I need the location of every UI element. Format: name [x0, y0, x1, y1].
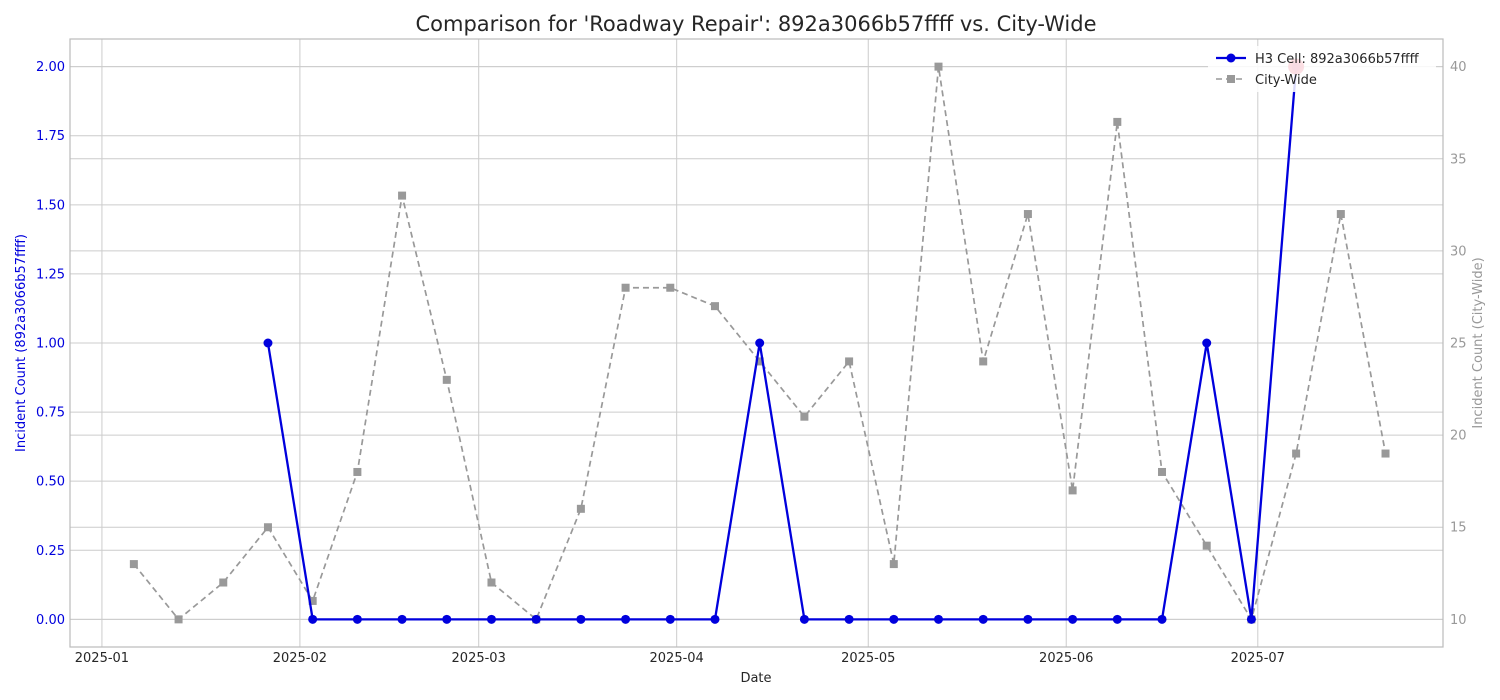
- left-y-tick-label: 1.25: [36, 267, 65, 282]
- legend-h3-label: H3 Cell: 892a3066b57ffff: [1255, 52, 1420, 67]
- city-wide-point: [1202, 541, 1211, 550]
- city-wide-point: [129, 560, 138, 569]
- city-wide-point: [800, 412, 809, 421]
- h3-cell-point: [710, 614, 720, 624]
- x-tick-label: 2025-05: [841, 651, 895, 666]
- city-wide-point: [1068, 486, 1077, 495]
- right-y-axis-label: Incident Count (City-Wide): [1471, 257, 1486, 428]
- city-wide-point: [889, 560, 898, 569]
- city-wide-point: [1023, 210, 1032, 219]
- h3-cell-point: [352, 614, 362, 624]
- left-y-tick-label: 1.50: [36, 198, 65, 213]
- x-tick-label: 2025-01: [75, 651, 129, 666]
- right-y-tick-label: 10: [1450, 613, 1467, 628]
- x-tick-label: 2025-04: [650, 651, 704, 666]
- right-y-tick-label: 35: [1450, 152, 1467, 167]
- h3-cell-point: [486, 614, 496, 624]
- city-wide-point: [934, 62, 943, 71]
- h3-cell-point: [576, 614, 586, 624]
- city-wide-point: [845, 357, 854, 366]
- h3-cell-point: [308, 614, 318, 624]
- left-y-tick-label: 0.75: [36, 406, 65, 421]
- plot-frame: [69, 38, 1444, 648]
- h3-cell-point: [889, 614, 899, 624]
- right-y-tick-label: 30: [1450, 244, 1467, 259]
- h3-cell-point: [442, 614, 452, 624]
- city-wide-point: [353, 467, 362, 476]
- city-wide-point: [755, 357, 764, 366]
- left-y-tick-label: 0.25: [36, 544, 65, 559]
- h3-cell-point: [799, 614, 809, 624]
- x-tick-label: 2025-06: [1039, 651, 1093, 666]
- h3-cell-point: [755, 338, 765, 348]
- city-wide-point: [710, 302, 719, 311]
- x-axis-ticks: 2025-01 2025-02 2025-03 2025-04 2025-05 2025-…: [75, 651, 1285, 666]
- city-wide-point: [398, 191, 407, 200]
- city-wide-point: [1113, 117, 1122, 126]
- h3-cell-point: [1068, 614, 1078, 624]
- left-y-tick-label: 0.00: [36, 613, 65, 628]
- right-y-tick-label: 15: [1450, 521, 1467, 536]
- city-wide-point: [308, 596, 317, 605]
- h3-cell-point: [1112, 614, 1122, 624]
- right-y-tick-label: 25: [1450, 337, 1467, 352]
- legend: H3 Cell: 892a3066b57ffff City-Wide: [1208, 46, 1436, 92]
- legend-city-swatch-marker: [1227, 75, 1235, 83]
- h3-cell-point: [978, 614, 988, 624]
- right-y-axis-ticks: 10 15 20 25 30 35 40: [1450, 60, 1467, 628]
- h3-cell-point: [1202, 338, 1212, 348]
- h3-cell-point: [621, 614, 631, 624]
- city-wide-point: [263, 523, 272, 532]
- h3-cell-point: [1246, 614, 1256, 624]
- city-wide-point: [1336, 210, 1345, 219]
- city-wide-line: [133, 66, 1387, 622]
- city-wide-point: [487, 578, 496, 587]
- city-wide-point: [979, 357, 988, 366]
- h3-cell-point: [263, 338, 273, 348]
- city-wide-point: [1381, 449, 1390, 458]
- chart-title: Comparison for 'Roadway Repair': 892a306…: [415, 12, 1096, 36]
- h3-cell-point: [844, 614, 854, 624]
- legend-box: [1208, 46, 1436, 92]
- city-wide-point: [576, 504, 585, 513]
- legend-city-label: City-Wide: [1255, 73, 1317, 88]
- x-axis-label: Date: [740, 671, 771, 686]
- city-wide-point: [666, 283, 675, 292]
- x-tick-label: 2025-02: [273, 651, 327, 666]
- city-wide-point: [621, 283, 630, 292]
- h3-cell-point: [1023, 614, 1033, 624]
- h3-cell-line: [266, 66, 1298, 621]
- left-y-tick-label: 2.00: [36, 60, 65, 75]
- right-y-tick-label: 40: [1450, 60, 1467, 75]
- city-wide-point: [174, 615, 183, 624]
- x-tick-label: 2025-07: [1231, 651, 1285, 666]
- city-wide-point: [219, 578, 228, 587]
- city-wide-point: [1158, 467, 1167, 476]
- city-wide-point: [442, 375, 451, 384]
- left-y-tick-label: 0.50: [36, 475, 65, 490]
- series-layer: [129, 58, 1390, 624]
- h3-cell-point: [397, 614, 407, 624]
- h3-cell-point: [531, 614, 541, 624]
- h3-cell-point: [934, 614, 944, 624]
- left-y-tick-label: 1.75: [36, 129, 65, 144]
- h3-cell-point: [665, 614, 675, 624]
- left-y-tick-label: 1.00: [36, 337, 65, 352]
- left-y-axis-label: Incident Count (892a3066b57ffff): [14, 234, 29, 452]
- h3-cell-point: [1157, 614, 1167, 624]
- city-wide-point: [1292, 449, 1301, 458]
- left-y-axis-ticks: 0.00 0.25 0.50 0.75 1.00 1.25 1.50 1.75 2.00: [36, 60, 65, 628]
- legend-h3-swatch-marker: [1226, 53, 1236, 63]
- right-y-tick-label: 20: [1450, 429, 1467, 444]
- x-tick-label: 2025-03: [452, 651, 506, 666]
